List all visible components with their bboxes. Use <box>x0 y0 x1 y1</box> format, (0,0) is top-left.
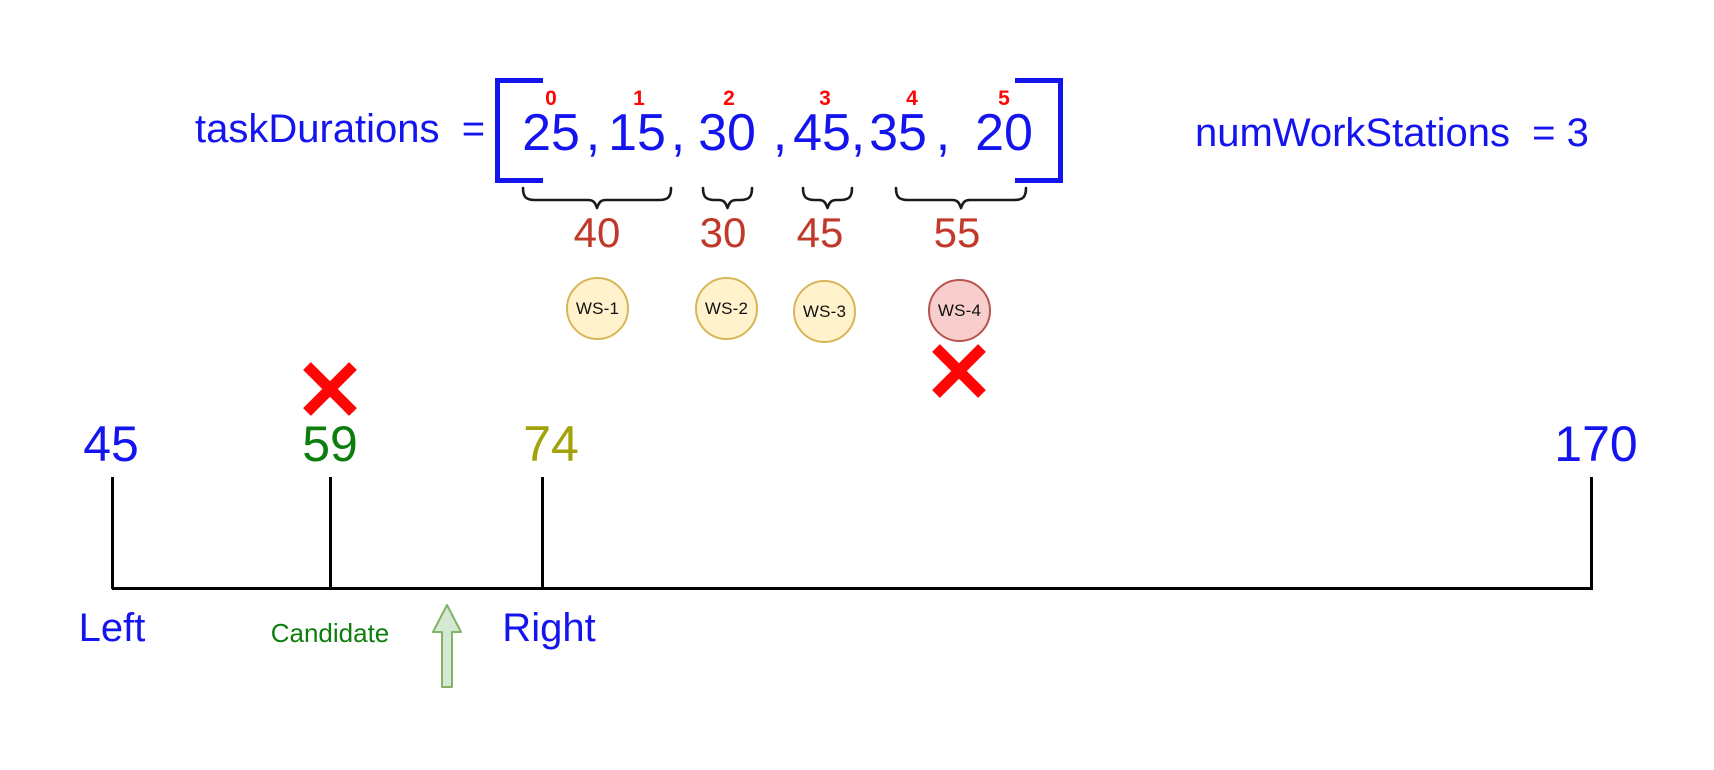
array-element: 15 <box>608 104 666 162</box>
line-value-right: 74 <box>523 416 579 472</box>
workstation-label: WS-4 <box>937 300 982 320</box>
task-durations-label: taskDurations = <box>195 107 486 151</box>
line-value-candidate: 59 <box>302 416 358 472</box>
array-right-bracket-icon <box>1015 78 1063 183</box>
array-index: 3 <box>819 87 831 110</box>
num-workstations-label: numWorkStations = 3 <box>1195 111 1589 155</box>
array-element: 35 <box>869 104 927 162</box>
number-line <box>112 587 1593 590</box>
partition-brace <box>521 186 673 210</box>
workstation-label: WS-3 <box>802 301 847 321</box>
rejected-x-icon <box>303 362 357 416</box>
number-line-tick <box>541 477 544 589</box>
workstation-circle-rejected: WS-4 <box>928 279 991 342</box>
array-index: 4 <box>906 87 918 110</box>
array-element: 25 <box>522 104 580 162</box>
array-comma: , <box>935 104 951 162</box>
workstation-circle: WS-3 <box>793 280 856 343</box>
line-value-max: 170 <box>1554 416 1638 472</box>
number-line-tick <box>1590 477 1593 589</box>
partition-sum: 55 <box>933 209 981 256</box>
array-comma: , <box>670 104 686 162</box>
array-comma: , <box>585 104 601 162</box>
pointer-label-candidate: Candidate <box>270 618 390 648</box>
workstation-label: WS-2 <box>704 298 749 318</box>
line-value-left: 45 <box>83 416 139 472</box>
array-index: 0 <box>545 87 557 110</box>
workstation-label: WS-1 <box>575 298 620 318</box>
rejected-x-icon <box>932 344 986 398</box>
number-line-tick <box>111 477 114 589</box>
partition-brace <box>701 186 754 210</box>
partition-sum: 30 <box>699 209 747 256</box>
number-line-tick <box>329 477 332 589</box>
workstation-circle: WS-2 <box>695 277 758 340</box>
workstation-circle: WS-1 <box>566 277 629 340</box>
candidate-arrow-icon <box>432 604 462 688</box>
partition-brace <box>801 186 854 210</box>
partition-sum: 45 <box>796 209 844 256</box>
partition-sum: 40 <box>573 209 621 256</box>
array-comma: , <box>772 104 788 162</box>
pointer-label-left: Left <box>78 606 146 650</box>
array-index: 2 <box>723 87 735 110</box>
partition-brace <box>894 186 1028 210</box>
pointer-label-right: Right <box>502 606 596 650</box>
array-comma: , <box>850 104 866 162</box>
array-element: 30 <box>698 104 756 162</box>
array-left-bracket-icon <box>495 78 543 183</box>
array-index: 5 <box>998 87 1010 110</box>
array-element: 45 <box>793 104 851 162</box>
array-element: 20 <box>975 104 1033 162</box>
array-index: 1 <box>633 87 645 110</box>
